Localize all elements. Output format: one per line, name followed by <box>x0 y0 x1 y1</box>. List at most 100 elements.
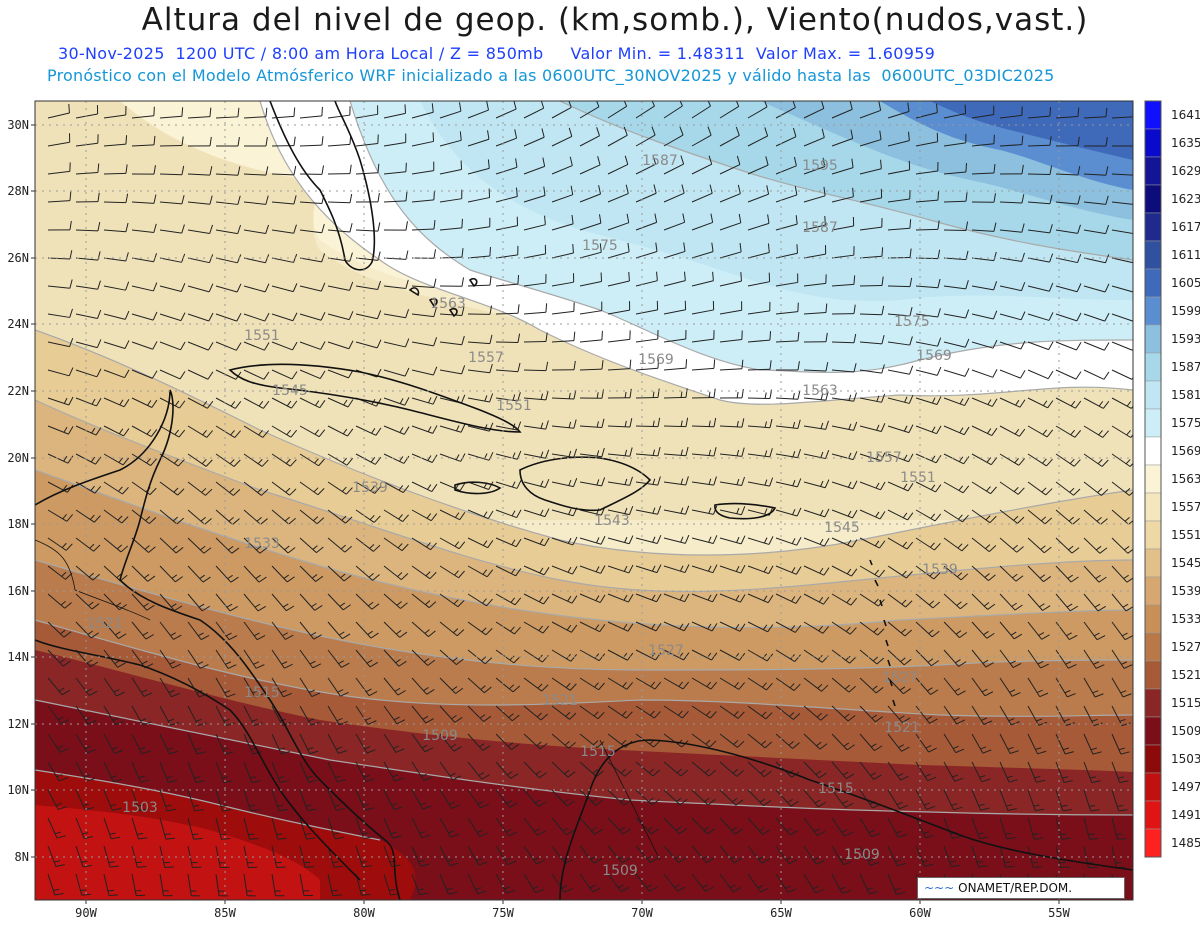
wind-barb <box>523 420 549 430</box>
contour-label: 1515 <box>818 781 854 797</box>
wind-barb <box>691 761 717 777</box>
wind-barb <box>887 565 913 579</box>
wind-barb <box>411 132 435 147</box>
wind-barb <box>1111 341 1133 351</box>
wind-barb <box>747 536 774 545</box>
wind-barb <box>215 537 240 554</box>
wind-barb <box>803 479 830 489</box>
wind-barb <box>943 789 963 811</box>
wind-barb <box>915 481 942 493</box>
wind-barb <box>831 421 858 431</box>
colorbar-swatch <box>1144 184 1162 214</box>
wind-barb <box>607 155 629 175</box>
wind-barb <box>887 593 913 608</box>
wind-barb <box>75 105 99 119</box>
wind-barb <box>663 213 686 231</box>
wind-barb <box>1111 537 1133 554</box>
wind-barb <box>747 677 773 691</box>
wind-barb <box>439 817 460 838</box>
colorbar-swatch <box>1144 828 1162 858</box>
wind-barb <box>663 845 687 863</box>
wind-barb <box>439 189 463 203</box>
wind-barb <box>103 789 122 811</box>
wind-barb <box>1027 194 1053 205</box>
wind-barb <box>803 420 829 430</box>
wind-barb <box>579 185 601 203</box>
wind-barb <box>1111 509 1133 525</box>
coastlines <box>35 101 1133 900</box>
wind-barb <box>915 845 934 867</box>
colorbar-level-label: 1491 <box>1171 808 1200 822</box>
wind-barb <box>803 565 830 576</box>
wind-barb <box>327 425 354 437</box>
wind-barb <box>747 761 772 778</box>
wind-barb <box>215 137 240 147</box>
wind-barb <box>131 817 148 840</box>
wind-barb <box>887 789 909 810</box>
wind-barb <box>635 564 662 574</box>
wind-barb <box>971 339 998 349</box>
wind-barb <box>1083 224 1110 235</box>
contour-label: 1545 <box>272 383 308 399</box>
wind-barb <box>243 789 260 812</box>
wind-barb <box>1055 509 1080 525</box>
wind-barb <box>495 304 520 315</box>
wind-barb <box>551 101 572 119</box>
colorbar-level-label: 1533 <box>1171 612 1200 626</box>
colorbar-swatch <box>1144 380 1162 410</box>
wind-barb <box>859 845 880 866</box>
wind-barb <box>551 273 575 287</box>
wind-barb <box>999 565 1024 582</box>
lat-label: 12N <box>7 717 29 731</box>
contour-label: 1521 <box>884 720 920 736</box>
wind-barb <box>663 873 686 892</box>
filled-contours <box>35 101 1133 900</box>
wind-barb <box>1027 481 1053 496</box>
wind-barb <box>775 677 801 691</box>
wind-barb <box>243 761 261 784</box>
wind-barb <box>243 341 270 351</box>
wind-barb <box>831 705 856 722</box>
wind-barb <box>859 761 882 780</box>
wind-barb <box>971 537 997 553</box>
wind-barb <box>1055 166 1081 176</box>
wind-barb <box>523 593 550 605</box>
wind-barb <box>243 425 269 438</box>
contour-label: 1587 <box>642 153 678 169</box>
wind-barb <box>971 222 997 232</box>
wind-barb <box>803 789 827 808</box>
wind-barb <box>495 275 520 287</box>
wind-barb <box>411 761 433 781</box>
wind-barb <box>495 537 522 548</box>
wind-barb <box>1083 341 1110 351</box>
wind-barb <box>859 305 885 316</box>
wind-barb <box>299 649 322 669</box>
wind-barb <box>523 873 545 894</box>
wind-barb <box>1027 369 1054 380</box>
wind-barb <box>915 817 935 839</box>
wind-barb <box>551 419 577 429</box>
wind-barb <box>803 621 830 634</box>
wind-barb <box>131 621 154 640</box>
wind-barb <box>719 873 742 893</box>
wind-barb <box>943 621 968 639</box>
wind-barb <box>607 535 634 545</box>
colorbar-swatch <box>1144 240 1162 270</box>
wind-barb <box>439 789 461 810</box>
wind-barb <box>1027 224 1053 234</box>
wind-barb <box>383 162 407 175</box>
wind-barb <box>943 280 969 290</box>
wind-barb <box>551 302 575 315</box>
wind-barb <box>915 593 941 609</box>
wind-barb <box>719 155 741 175</box>
contour-label: 1533 <box>244 536 280 552</box>
wind-barb <box>467 509 494 520</box>
contour-label: 1557 <box>468 350 504 366</box>
wind-barb <box>551 761 576 778</box>
lat-label: 8N <box>15 850 29 864</box>
wind-barb <box>1083 369 1110 380</box>
wind-barb <box>831 363 857 373</box>
wind-barb <box>299 761 318 783</box>
borders <box>35 539 661 861</box>
